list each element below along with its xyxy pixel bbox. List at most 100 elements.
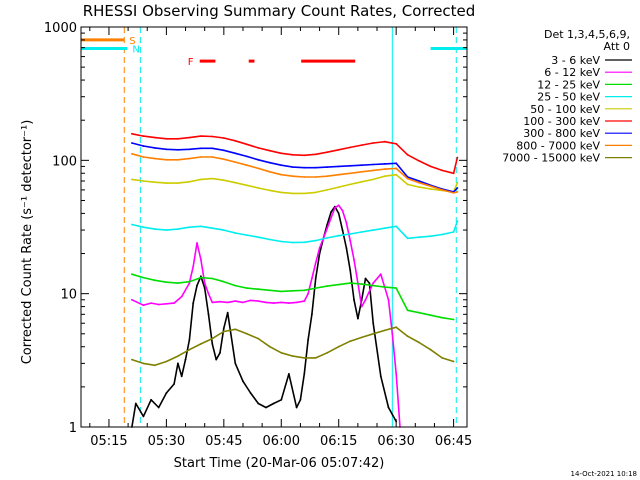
data-point xyxy=(406,153,409,156)
data-point xyxy=(219,351,221,354)
x-tick-label: 06:30 xyxy=(377,434,414,449)
data-point xyxy=(326,166,329,169)
data-point xyxy=(245,332,248,335)
data-point xyxy=(257,167,260,170)
data-point xyxy=(360,231,363,233)
legend-header-line-2: Att 0 xyxy=(604,40,630,53)
legend-label: 25 - 50 keV xyxy=(537,91,600,104)
data-point xyxy=(418,341,420,344)
data-point xyxy=(234,300,237,302)
data-point xyxy=(142,226,145,229)
data-point xyxy=(207,313,210,316)
data-point xyxy=(395,167,398,170)
data-point xyxy=(150,398,153,401)
data-point xyxy=(131,178,133,181)
data-point xyxy=(242,380,244,383)
data-point xyxy=(314,277,317,280)
data-point xyxy=(165,302,168,305)
flag-letter: F xyxy=(188,57,194,68)
data-point xyxy=(379,375,382,378)
data-point xyxy=(360,164,363,167)
data-point xyxy=(326,175,329,178)
data-point xyxy=(303,176,306,178)
data-point xyxy=(268,345,271,348)
data-point xyxy=(383,140,386,143)
data-point xyxy=(372,284,375,287)
data-point xyxy=(303,300,306,302)
data-point xyxy=(192,302,195,304)
data-point xyxy=(395,162,398,165)
data-point xyxy=(395,142,398,145)
data-point xyxy=(395,173,398,176)
data-point xyxy=(349,146,352,149)
data-point xyxy=(395,373,398,375)
data-point xyxy=(337,186,340,189)
data-point xyxy=(268,161,271,164)
data-point xyxy=(165,148,168,151)
legend-label: 300 - 800 keV xyxy=(523,127,600,140)
data-point xyxy=(349,164,352,167)
data-point xyxy=(326,189,329,191)
data-point xyxy=(188,148,191,151)
data-point xyxy=(383,175,386,178)
data-point xyxy=(314,287,317,289)
y-tick-label: 100 xyxy=(52,154,77,169)
data-point xyxy=(165,392,168,394)
data-point xyxy=(303,192,306,195)
data-point xyxy=(280,173,283,176)
data-point xyxy=(131,298,133,301)
data-point xyxy=(165,281,168,284)
data-point xyxy=(418,180,420,182)
data-point xyxy=(280,164,283,167)
data-point xyxy=(249,299,252,302)
data-point xyxy=(280,240,283,243)
data-point xyxy=(200,258,202,261)
data-point xyxy=(314,153,317,156)
data-point xyxy=(234,161,237,164)
data-point xyxy=(364,277,367,280)
data-point xyxy=(291,153,294,156)
data-point xyxy=(131,358,133,361)
data-point xyxy=(349,239,352,242)
data-point xyxy=(291,241,294,244)
x-axis-label: Start Time (20-Mar-06 05:07:42) xyxy=(174,456,385,471)
data-point xyxy=(334,207,336,209)
data-point xyxy=(311,277,313,280)
data-point xyxy=(154,364,156,367)
series-group xyxy=(131,132,459,428)
data-point xyxy=(211,227,214,230)
data-point xyxy=(303,289,306,292)
data-point xyxy=(280,152,283,155)
data-point xyxy=(383,227,386,230)
data-point xyxy=(272,402,275,405)
data-point xyxy=(154,181,156,184)
data-point xyxy=(245,184,248,187)
data-point xyxy=(314,262,317,264)
data-point xyxy=(268,289,271,292)
data-point xyxy=(364,298,367,301)
data-point xyxy=(288,373,290,375)
data-point xyxy=(268,170,271,173)
data-point xyxy=(142,276,145,279)
data-point xyxy=(330,217,332,219)
data-point xyxy=(142,145,145,147)
data-point xyxy=(131,273,133,276)
data-point xyxy=(383,329,386,332)
data-point xyxy=(360,180,363,183)
data-point xyxy=(188,226,191,229)
data-point xyxy=(257,158,260,161)
y-tick-label: 10 xyxy=(60,288,77,303)
data-point xyxy=(188,339,191,341)
legend-header-line-1: Det 1,3,4,5,6,9, xyxy=(544,28,630,41)
data-point xyxy=(291,355,294,357)
series-line xyxy=(131,173,459,195)
data-point xyxy=(177,137,179,140)
data-point xyxy=(265,406,267,409)
data-point xyxy=(177,355,179,357)
x-tick-label: 05:15 xyxy=(90,434,127,449)
data-point xyxy=(245,155,248,158)
data-point xyxy=(345,221,348,224)
data-point xyxy=(165,137,168,140)
data-point xyxy=(372,322,375,325)
data-point xyxy=(177,362,179,365)
